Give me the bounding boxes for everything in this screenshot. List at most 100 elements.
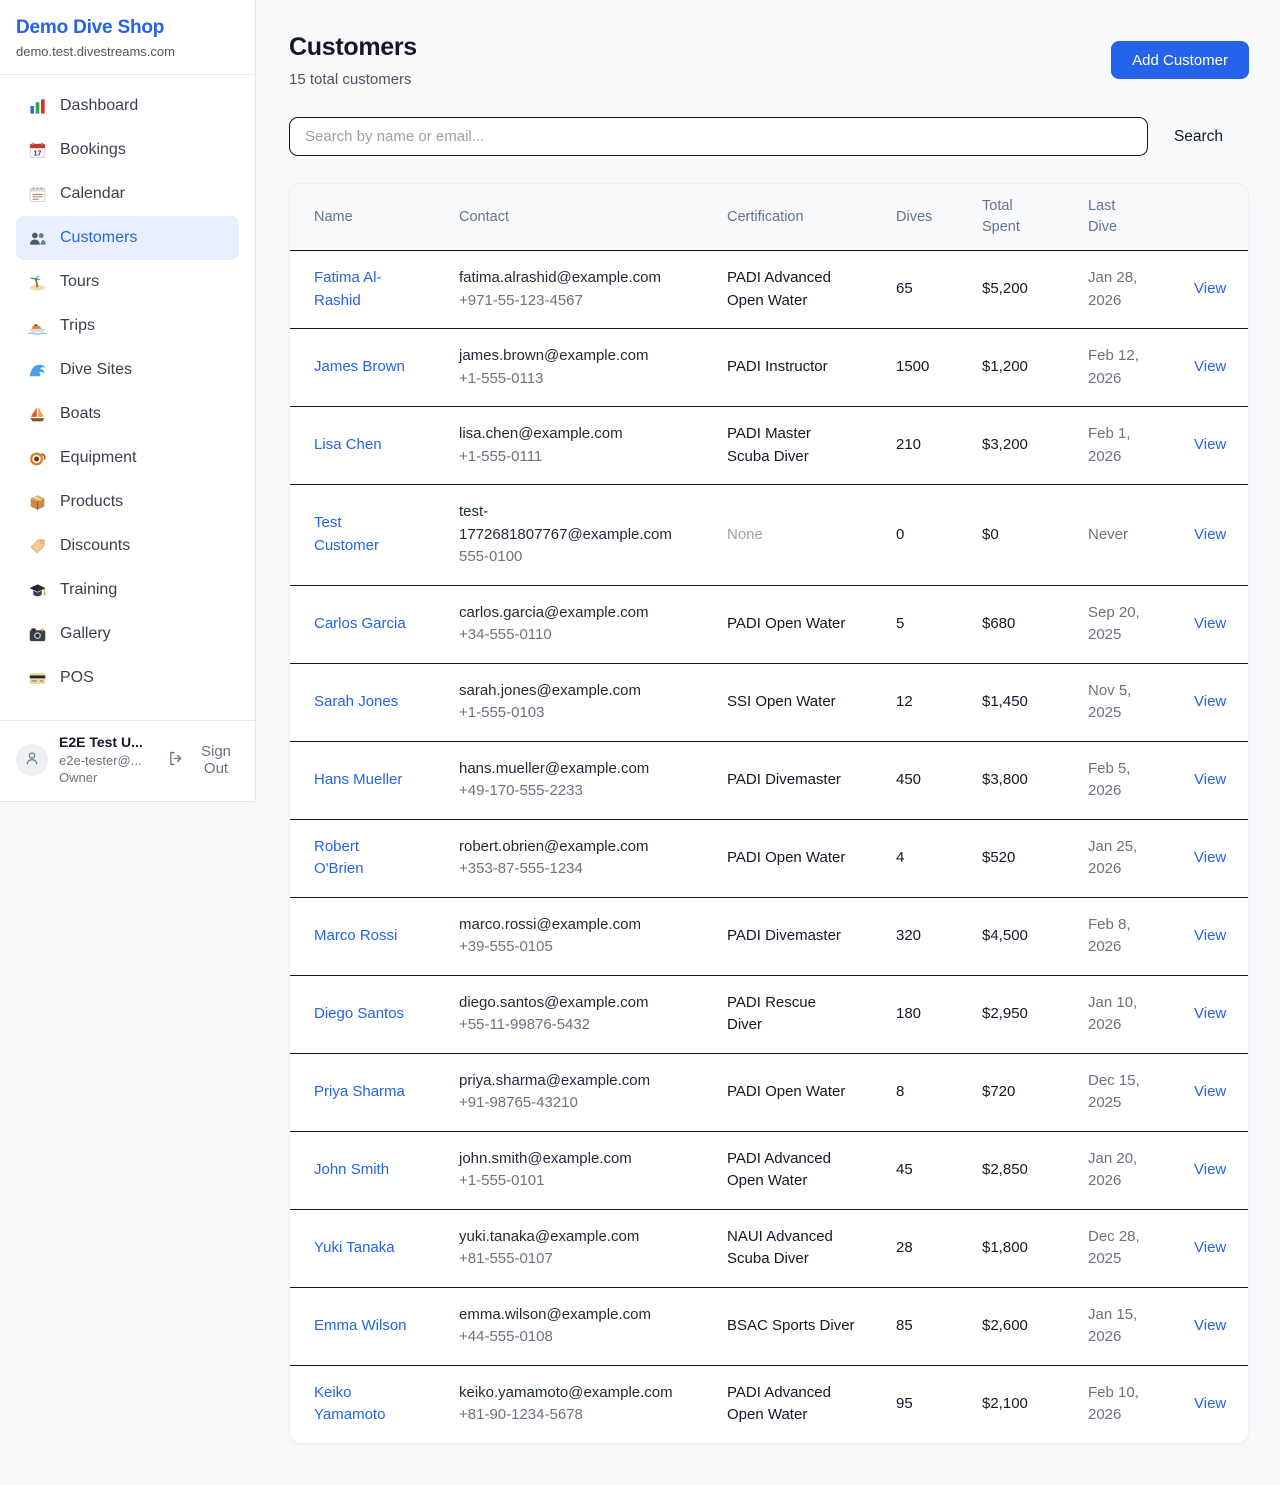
customer-last-dive-cell: Sep 20, 2025 [1077, 585, 1177, 664]
customer-name-link[interactable]: Sarah Jones [314, 692, 399, 710]
customer-last-dive-cell: Dec 15, 2025 [1077, 1053, 1177, 1132]
customer-certification-cell: None [715, 484, 885, 586]
sidebar-item-tours[interactable]: Tours [16, 260, 239, 304]
pos-icon [28, 669, 47, 688]
customer-contact-cell: marco.rossi@example.com +39-555-0105 [435, 897, 715, 976]
sidebar-item-boats[interactable]: Boats [16, 392, 239, 436]
customer-email: james.brown@example.com [459, 347, 649, 365]
sign-out-label: Sign Out [200, 743, 232, 777]
sidebar-item-products[interactable]: Products [16, 480, 239, 524]
sidebar-item-equipment[interactable]: Equipment [16, 436, 239, 480]
sign-out-button[interactable]: Sign Out [167, 743, 241, 777]
customer-certification: PADI Advanced Open Water [727, 269, 831, 309]
view-customer-link[interactable]: View [1194, 926, 1227, 944]
customer-contact-cell: keiko.yamamoto@example.com +81-90-1234-56… [435, 1365, 715, 1443]
search-input[interactable] [289, 117, 1148, 156]
customer-name-link[interactable]: Diego Santos [314, 1004, 405, 1022]
customer-name-cell: Yuki Tanaka [290, 1209, 435, 1288]
sidebar-item-dashboard[interactable]: Dashboard [16, 84, 239, 128]
view-customer-link[interactable]: View [1194, 770, 1227, 788]
customer-certification-cell: PADI Divemaster [715, 741, 885, 820]
sidebar-item-label: Dashboard [60, 97, 139, 114]
customer-certification-cell: PADI Open Water [715, 585, 885, 664]
view-customer-link[interactable]: View [1194, 1004, 1227, 1022]
view-customer-link[interactable]: View [1194, 614, 1227, 632]
customers-table-body: Fatima Al-Rashid fatima.alrashid@example.… [290, 250, 1248, 1443]
customer-name-cell: Robert O'Brien [290, 819, 435, 898]
customer-phone: +1-555-0113 [459, 369, 544, 387]
customer-name-link[interactable]: John Smith [314, 1160, 390, 1178]
view-customer-link[interactable]: View [1194, 848, 1227, 866]
add-customer-button[interactable]: Add Customer [1111, 41, 1249, 79]
sidebar-item-gallery[interactable]: Gallery [16, 612, 239, 656]
customer-dives-cell: 450 [885, 741, 971, 820]
customer-last-dive-cell: Feb 10, 2026 [1088, 1383, 1139, 1424]
view-customer-link[interactable]: View [1194, 358, 1227, 376]
table-row: Robert O'Brien robert.obrien@example.com +… [290, 819, 1248, 898]
customer-contact-cell: diego.santos@example.com +55-11-99876-543… [435, 975, 715, 1054]
page-title: Customers [289, 33, 417, 61]
view-customer-link[interactable]: View [1194, 280, 1227, 298]
customer-name-link[interactable]: Yuki Tanaka [314, 1238, 395, 1256]
customer-phone: +1-555-0103 [459, 704, 545, 722]
sidebar-item-customers[interactable]: Customers [16, 216, 239, 260]
customer-actions-cell: View [1177, 975, 1248, 1054]
view-customer-link[interactable]: View [1194, 436, 1227, 454]
customer-name-link[interactable]: Carlos Garcia [314, 614, 406, 632]
sidebar-item-training[interactable]: Training [16, 568, 239, 612]
equipment-icon [28, 449, 47, 468]
sidebar-item-dive-sites[interactable]: Dive Sites [16, 348, 239, 392]
customer-name-link[interactable]: Hans Mueller [314, 770, 403, 788]
customer-name-link[interactable]: Marco Rossi [314, 926, 398, 944]
bookings-icon: 17 [28, 141, 47, 160]
view-customer-link[interactable]: View [1194, 692, 1227, 710]
calendar-icon [28, 185, 47, 204]
customer-phone: +81-555-0107 [459, 1250, 553, 1268]
view-customer-link[interactable]: View [1194, 1316, 1227, 1334]
customer-certification-cell: PADI Master Scuba Diver [715, 406, 885, 486]
customer-certification: PADI Rescue Diver [727, 993, 816, 1034]
customer-dives-cell: 5 [885, 585, 971, 664]
customer-certification-cell: BSAC Sports Diver [715, 1287, 885, 1366]
user-role: Owner [59, 770, 98, 786]
customer-total-spent-cell: $2,100 [982, 1394, 1028, 1412]
view-customer-link[interactable]: View [1194, 1238, 1227, 1256]
customer-name-link[interactable]: James Brown [314, 358, 405, 376]
customer-last-dive-cell: Feb 12, 2026 [1077, 328, 1177, 408]
trips-icon [28, 317, 47, 336]
customer-total-spent-cell: $0 [971, 484, 1077, 586]
customer-name-link[interactable]: Priya Sharma [314, 1082, 405, 1100]
sidebar-nav: Dashboard 17 Bookings Calendar Customers Tour… [0, 75, 255, 709]
view-customer-link[interactable]: View [1194, 1082, 1227, 1100]
search-button[interactable]: Search [1148, 128, 1249, 146]
customer-name-link[interactable]: Robert O'Brien [314, 837, 364, 878]
sidebar-item-pos[interactable]: POS [16, 656, 239, 700]
sidebar-item-discounts[interactable]: Discounts [16, 524, 239, 568]
customer-name-link[interactable]: Emma Wilson [314, 1316, 407, 1334]
customer-certification: PADI Divemaster [727, 770, 841, 788]
customer-contact-cell: priya.sharma@example.com +91-98765-43210 [435, 1053, 715, 1132]
sidebar-item-calendar[interactable]: Calendar [16, 172, 239, 216]
table-row: Diego Santos diego.santos@example.com +55-… [290, 975, 1248, 1054]
customer-count: 15 total customers [289, 71, 412, 88]
view-customer-link[interactable]: View [1194, 1394, 1227, 1412]
customer-dives-cell: 0 [885, 484, 971, 586]
customer-last-dive-cell: Jan 15, 2026 [1077, 1287, 1177, 1366]
svg-text:17: 17 [34, 149, 42, 157]
view-customer-link[interactable]: View [1194, 1160, 1227, 1178]
customer-certification: PADI Open Water [727, 848, 846, 866]
customer-name-cell: Carlos Garcia [290, 585, 435, 664]
customer-certification: PADI Divemaster [727, 926, 841, 944]
view-customer-link[interactable]: View [1194, 525, 1227, 543]
sidebar-item-bookings[interactable]: 17 Bookings [16, 128, 239, 172]
customer-name-link[interactable]: Test Customer [314, 514, 380, 554]
customer-name-link[interactable]: Fatima Al-Rashid [314, 269, 382, 309]
sidebar-item-label: POS [60, 669, 94, 686]
customer-name-link[interactable]: Lisa Chen [314, 436, 382, 454]
customer-email: keiko.yamamoto@example.com [459, 1383, 673, 1401]
customer-phone: 555-0100 [459, 548, 523, 566]
sidebar-item-trips[interactable]: Trips [16, 304, 239, 348]
customer-certification: PADI Instructor [727, 358, 828, 376]
customer-name-cell: James Brown [290, 328, 435, 408]
customer-name-link[interactable]: Keiko Yamamoto [314, 1383, 386, 1424]
